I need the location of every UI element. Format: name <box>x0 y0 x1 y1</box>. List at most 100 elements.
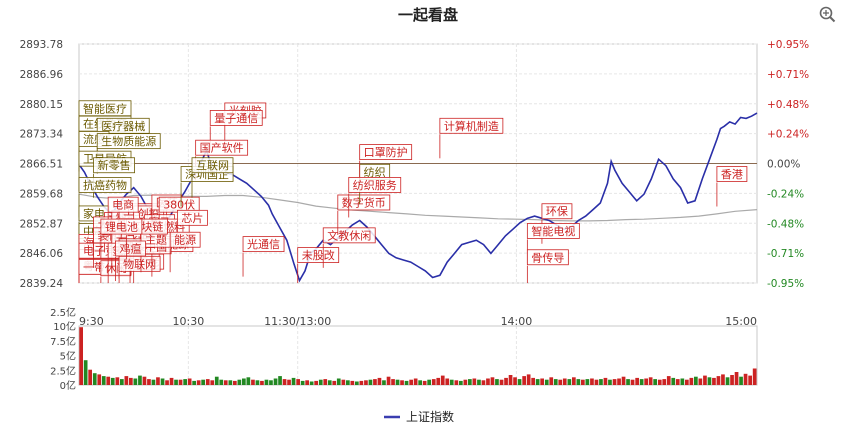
volume-bar <box>214 376 219 385</box>
annotation-box <box>541 203 573 220</box>
volume-bar <box>174 379 178 385</box>
volume-bar <box>282 379 287 385</box>
annotation-box <box>195 139 249 156</box>
volume-bar <box>653 379 657 385</box>
volume-bar <box>585 379 590 385</box>
annotation-tag: 新零售 <box>93 157 135 198</box>
volume-bar <box>603 377 608 385</box>
volume-bar <box>400 380 404 385</box>
volume-bar <box>382 380 386 385</box>
volume-bar <box>522 376 526 385</box>
volume-bar <box>707 377 712 385</box>
annotation-label: 能源 <box>174 233 196 247</box>
annotation-tag: 数字货币 <box>337 194 391 235</box>
volume-bar <box>120 379 124 385</box>
volume-bar <box>404 380 409 385</box>
volume-bar <box>169 377 174 385</box>
annotation-label: 物联网 <box>123 257 156 271</box>
annotation-label: 抗癌药物 <box>83 178 127 192</box>
volume-bar <box>305 380 309 385</box>
annotation-label: 芯片 <box>181 211 203 225</box>
volume-bar <box>106 376 111 385</box>
y-tick-label: 2866.51 <box>20 159 63 171</box>
volume-bar <box>196 380 201 385</box>
annotation-label: 新零售 <box>98 158 131 172</box>
legend-label: 上证指数 <box>406 409 454 424</box>
volume-bar <box>449 379 454 385</box>
annotation-label: 未股改 <box>302 248 335 262</box>
volume-bar <box>540 378 544 385</box>
annotation-label: 380伏 <box>163 198 195 212</box>
volume-bar <box>440 375 445 385</box>
volume-bar <box>97 374 102 385</box>
volume-bar <box>698 378 703 385</box>
volume-bar <box>377 377 382 385</box>
annotation-box <box>100 218 143 235</box>
volume-bar <box>88 369 92 385</box>
volume-bar <box>110 377 115 385</box>
y-tick-label: 2839.24 <box>20 278 64 290</box>
annotation-tag: 量子通信 <box>209 110 263 151</box>
annotation-tag: 骨传导 <box>526 249 569 283</box>
volume-bar <box>228 380 233 385</box>
volume-bar <box>675 379 680 385</box>
volume-bar <box>187 378 192 385</box>
annotation-box <box>209 110 263 126</box>
volume-bar <box>608 379 612 385</box>
annotation-tag: 文教休闲 <box>322 227 376 268</box>
volume-bar <box>318 379 323 385</box>
volume-bar <box>626 379 630 385</box>
volume-bar <box>486 378 490 385</box>
volume-bar <box>296 379 300 385</box>
volume-bar <box>359 380 364 385</box>
volume-bar <box>463 379 468 385</box>
volume-bar <box>395 379 400 385</box>
annotation-label: 环保 <box>546 204 568 218</box>
annotation-label: 量子通信 <box>214 112 258 125</box>
volume-bar <box>567 379 572 385</box>
volume-bar <box>621 376 626 385</box>
annotation-tag: 纺织服务 <box>348 177 402 218</box>
volume-bar <box>151 379 156 385</box>
volume-bar <box>739 376 743 385</box>
volume-bar <box>260 380 264 385</box>
annotation-box <box>96 133 161 150</box>
volume-bar <box>418 380 422 385</box>
volume-bar <box>178 379 183 385</box>
annotation-box <box>348 177 402 193</box>
annotation-box <box>322 227 376 244</box>
volume-bar <box>192 380 196 385</box>
average-price-line <box>78 193 758 222</box>
volume-bar <box>246 377 251 385</box>
volume-bar <box>549 377 554 385</box>
volume-tick-label: 10亿 <box>53 320 76 333</box>
chart-title: 一起看盘 <box>398 6 458 24</box>
volume-bar <box>332 380 337 385</box>
annotation-label: 香港 <box>721 168 743 181</box>
volume-bar <box>531 377 535 385</box>
volume-bar <box>183 379 187 385</box>
pct-tick-label: +0.95% <box>767 39 809 51</box>
annotation-label: 国产软件 <box>200 141 244 155</box>
volume-bar <box>409 379 413 385</box>
annotation-label: 光通信 <box>247 237 280 251</box>
volume-bar <box>278 376 282 385</box>
volume-bar <box>544 379 549 385</box>
volume-bar <box>743 373 748 385</box>
volume-bar <box>124 376 129 385</box>
volume-tick-label: 7.5亿 <box>50 335 76 348</box>
volume-bar <box>572 377 576 385</box>
annotation-label: 智能医疗 <box>83 101 127 115</box>
annotation-box <box>191 157 234 174</box>
annotation-label: 锂电池 <box>105 220 138 234</box>
volume-bar <box>201 379 205 385</box>
zoom-in-icon[interactable] <box>819 6 836 23</box>
pct-tick-label: 0.00% <box>767 159 800 171</box>
y-tick-label: 2880.15 <box>20 99 63 111</box>
volume-bar <box>630 379 635 385</box>
volume-bar <box>427 379 431 385</box>
volume-tick-label: 5亿 <box>60 350 76 363</box>
annotation-tag: 能源 <box>169 231 201 273</box>
volume-bar <box>454 380 459 385</box>
